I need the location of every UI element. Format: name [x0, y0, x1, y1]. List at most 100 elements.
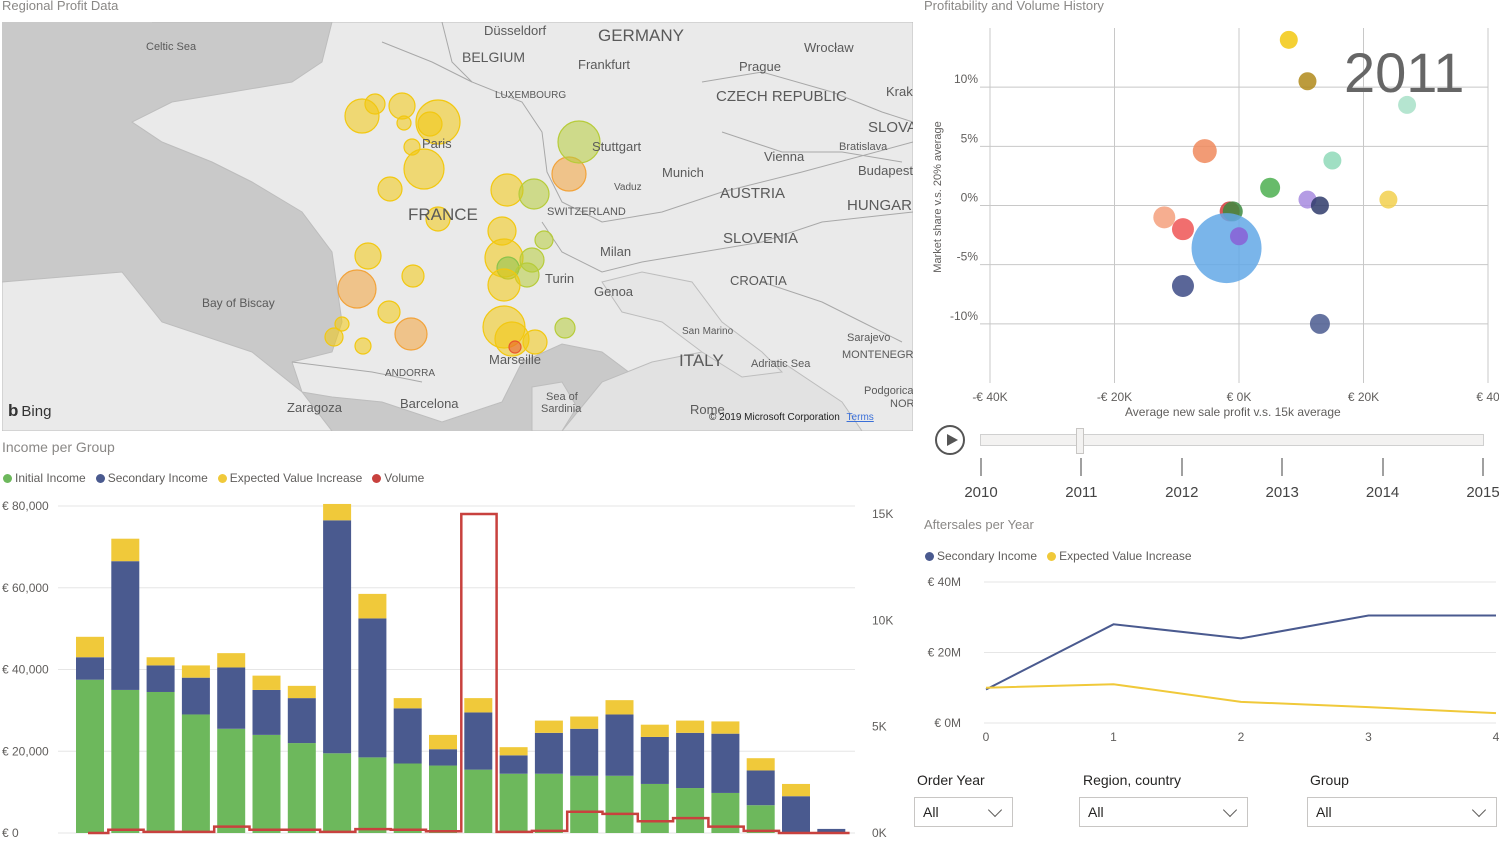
income-bar-segment[interactable]	[640, 736, 669, 784]
aftersales-chart[interactable]: € 40M € 20M € 0M 0 1 2 3 4	[918, 568, 1499, 753]
map-bubble[interactable]	[487, 268, 521, 302]
income-bar-segment[interactable]	[464, 698, 493, 713]
income-bar-segment[interactable]	[393, 698, 422, 709]
play-axis-track[interactable]	[980, 434, 1484, 446]
income-bar-segment[interactable]	[358, 757, 387, 833]
map-bubble[interactable]	[518, 178, 550, 210]
group-dropdown[interactable]: All	[1307, 797, 1497, 827]
map-bubble[interactable]	[508, 340, 522, 354]
income-bar-segment[interactable]	[711, 733, 740, 793]
map-bubble[interactable]	[554, 317, 576, 339]
income-bar-segment[interactable]	[429, 749, 457, 766]
play-axis-year[interactable]: 2013	[1265, 484, 1299, 501]
income-bar-segment[interactable]	[252, 675, 281, 690]
aftersales-line[interactable]	[985, 614, 1496, 691]
legend-secondary-income[interactable]: Secondary Income	[925, 549, 1037, 563]
income-bar-segment[interactable]	[464, 712, 493, 770]
map-bubble[interactable]	[324, 327, 344, 347]
income-bar-segment[interactable]	[782, 783, 810, 797]
income-bar-segment[interactable]	[358, 593, 387, 619]
income-bar-segment[interactable]	[429, 734, 457, 750]
income-bar-segment[interactable]	[181, 714, 210, 833]
income-bar-segment[interactable]	[76, 636, 104, 658]
income-bar-segment[interactable]	[146, 691, 175, 833]
scatter-point[interactable]	[1230, 227, 1248, 246]
income-bar-segment[interactable]	[746, 758, 775, 771]
volume-line[interactable]	[88, 512, 850, 835]
income-bar-segment[interactable]	[640, 783, 669, 833]
income-bar-segment[interactable]	[146, 657, 175, 666]
income-bar-segment[interactable]	[499, 773, 528, 833]
income-bar-segment[interactable]	[782, 796, 810, 833]
income-bar-segment[interactable]	[746, 770, 775, 806]
income-bar-segment[interactable]	[287, 685, 316, 699]
map-bubble[interactable]	[394, 317, 428, 351]
play-axis-thumb[interactable]	[1076, 428, 1084, 454]
scatter-point[interactable]	[1192, 139, 1217, 164]
map-bubble[interactable]	[396, 115, 412, 131]
map-bubble[interactable]	[388, 92, 416, 120]
scatter-point[interactable]	[1171, 274, 1194, 297]
scatter-point[interactable]	[1153, 206, 1176, 229]
income-bar-segment[interactable]	[499, 755, 528, 774]
legend-initial-income[interactable]: Initial Income	[3, 471, 86, 485]
map-bubble[interactable]	[334, 316, 350, 332]
map-bubble[interactable]	[344, 98, 380, 134]
order-year-dropdown[interactable]: All	[914, 797, 1013, 827]
map-bubble[interactable]	[377, 300, 401, 324]
income-bar-segment[interactable]	[570, 728, 599, 776]
income-bar-segment[interactable]	[817, 828, 846, 833]
income-bar-segment[interactable]	[605, 714, 634, 776]
income-bar-segment[interactable]	[146, 665, 175, 692]
income-bar-segment[interactable]	[534, 720, 563, 733]
income-bar-segment[interactable]	[676, 732, 705, 789]
map-bubble[interactable]	[534, 230, 554, 250]
income-bar-segment[interactable]	[570, 716, 599, 729]
scatter-visual[interactable]: -€ 40K -€ 20K € 0K € 20K € 40 10% 5% 0% -5% -10%…	[918, 18, 1499, 508]
income-bar-segment[interactable]	[217, 653, 246, 668]
aftersales-line[interactable]	[985, 683, 1497, 715]
income-bar-segment[interactable]	[111, 561, 140, 690]
scatter-point[interactable]	[1398, 95, 1417, 114]
income-bar-segment[interactable]	[323, 503, 352, 521]
map-bubble[interactable]	[490, 173, 524, 207]
income-bar-segment[interactable]	[676, 720, 705, 733]
income-bar-segment[interactable]	[323, 520, 352, 754]
income-bar-segment[interactable]	[252, 734, 281, 833]
income-bar-segment[interactable]	[111, 689, 140, 833]
income-bar-segment[interactable]	[393, 708, 422, 764]
income-bar-segment[interactable]	[711, 721, 740, 734]
income-bar-segment[interactable]	[676, 788, 705, 833]
income-bar-segment[interactable]	[605, 775, 634, 833]
income-bar-segment[interactable]	[358, 618, 387, 758]
income-bar-segment[interactable]	[252, 689, 281, 735]
map-bubble[interactable]	[417, 111, 443, 137]
income-bar-segment[interactable]	[76, 679, 104, 833]
map-bubble[interactable]	[354, 242, 382, 270]
income-bar-segment[interactable]	[323, 753, 352, 833]
income-bar-segment[interactable]	[287, 698, 316, 744]
scatter-point[interactable]	[1310, 196, 1329, 215]
income-bar-segment[interactable]	[393, 763, 422, 833]
map-bubble[interactable]	[337, 269, 377, 309]
income-bar-segment[interactable]	[464, 769, 493, 833]
play-axis-year[interactable]: 2011	[1065, 484, 1098, 501]
map-bubble[interactable]	[522, 329, 548, 355]
income-bar-segment[interactable]	[499, 747, 528, 756]
scatter-point[interactable]	[1279, 30, 1298, 49]
map-bubble[interactable]	[377, 176, 403, 202]
scatter-point[interactable]	[1323, 151, 1342, 170]
map-bubble[interactable]	[425, 206, 451, 232]
play-axis-year[interactable]: 2010	[964, 484, 998, 501]
scatter-point[interactable]	[1191, 213, 1262, 284]
income-bar-segment[interactable]	[429, 765, 457, 833]
legend-secondary-income[interactable]: Secondary Income	[95, 471, 208, 485]
income-bar-segment[interactable]	[605, 700, 634, 715]
income-bar-segment[interactable]	[217, 728, 246, 833]
legend-expected-value-increase[interactable]: Expected Value Increase	[217, 471, 362, 485]
income-chart[interactable]: € 80,000 € 60,000 € 40,000 € 20,000 € 0 15K 1…	[0, 490, 912, 842]
map-bubble[interactable]	[401, 264, 425, 288]
income-bar-segment[interactable]	[111, 538, 140, 562]
region-country-dropdown[interactable]: All	[1079, 797, 1248, 827]
terms-link[interactable]: Terms	[846, 412, 874, 423]
